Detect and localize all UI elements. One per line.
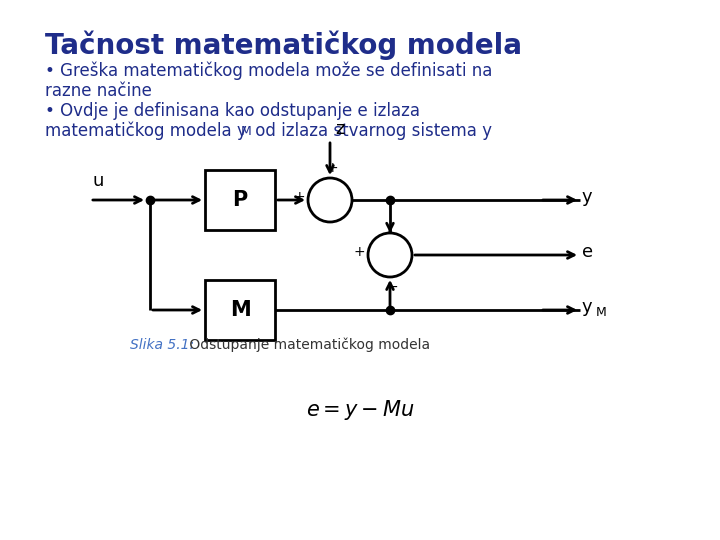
Text: Slika 5.1:: Slika 5.1:	[130, 338, 194, 352]
Text: +: +	[293, 190, 305, 204]
Text: Tačnost matematičkog modela: Tačnost matematičkog modela	[45, 30, 522, 59]
Text: Odstupanje matematičkog modela: Odstupanje matematičkog modela	[185, 338, 430, 352]
Text: • Greška matematičkog modela može se definisati na: • Greška matematičkog modela može se def…	[45, 62, 492, 80]
Text: y: y	[582, 298, 593, 316]
Bar	[205, 280, 275, 340]
Text: razne načine: razne načine	[45, 82, 152, 100]
Text: e: e	[582, 243, 593, 261]
Text: y: y	[582, 188, 593, 206]
Bar	[205, 170, 275, 230]
Text: M: M	[241, 125, 252, 138]
Text: z: z	[335, 120, 344, 138]
Text: +: +	[354, 245, 365, 259]
Text: u: u	[93, 172, 104, 190]
Text: • Ovdje je definisana kao odstupanje e izlaza: • Ovdje je definisana kao odstupanje e i…	[45, 102, 420, 120]
Text: +: +	[326, 161, 338, 175]
Text: matematičkog modela y: matematičkog modela y	[45, 122, 247, 140]
Text: P: P	[233, 190, 248, 210]
Text: $e = y - Mu$: $e = y - Mu$	[305, 398, 415, 422]
Text: od izlaza stvarnog sistema y: od izlaza stvarnog sistema y	[250, 122, 492, 140]
Text: M: M	[596, 306, 607, 319]
Text: M: M	[230, 300, 251, 320]
Text: −: −	[386, 280, 398, 294]
